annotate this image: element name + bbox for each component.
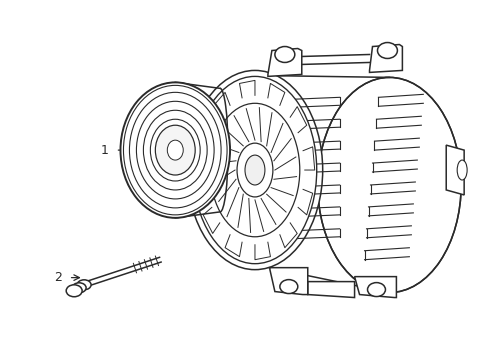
Polygon shape	[270, 268, 308, 294]
Polygon shape	[308, 282, 355, 298]
Ellipse shape	[193, 76, 317, 264]
Ellipse shape	[275, 46, 295, 62]
Polygon shape	[446, 145, 464, 195]
Text: 1: 1	[100, 144, 108, 157]
Ellipse shape	[457, 160, 467, 180]
Ellipse shape	[237, 143, 273, 197]
Ellipse shape	[72, 283, 86, 293]
Ellipse shape	[280, 280, 298, 293]
Ellipse shape	[210, 103, 300, 237]
Ellipse shape	[123, 85, 227, 215]
Ellipse shape	[121, 82, 230, 218]
Ellipse shape	[167, 140, 183, 160]
Ellipse shape	[318, 77, 461, 293]
Ellipse shape	[155, 125, 195, 175]
Ellipse shape	[66, 285, 82, 297]
Ellipse shape	[377, 42, 397, 58]
Polygon shape	[355, 276, 396, 298]
Ellipse shape	[77, 280, 91, 290]
Polygon shape	[268, 49, 302, 76]
Ellipse shape	[187, 71, 323, 270]
Ellipse shape	[245, 155, 265, 185]
Polygon shape	[369, 45, 402, 72]
Text: 2: 2	[54, 271, 62, 284]
Ellipse shape	[368, 283, 386, 297]
